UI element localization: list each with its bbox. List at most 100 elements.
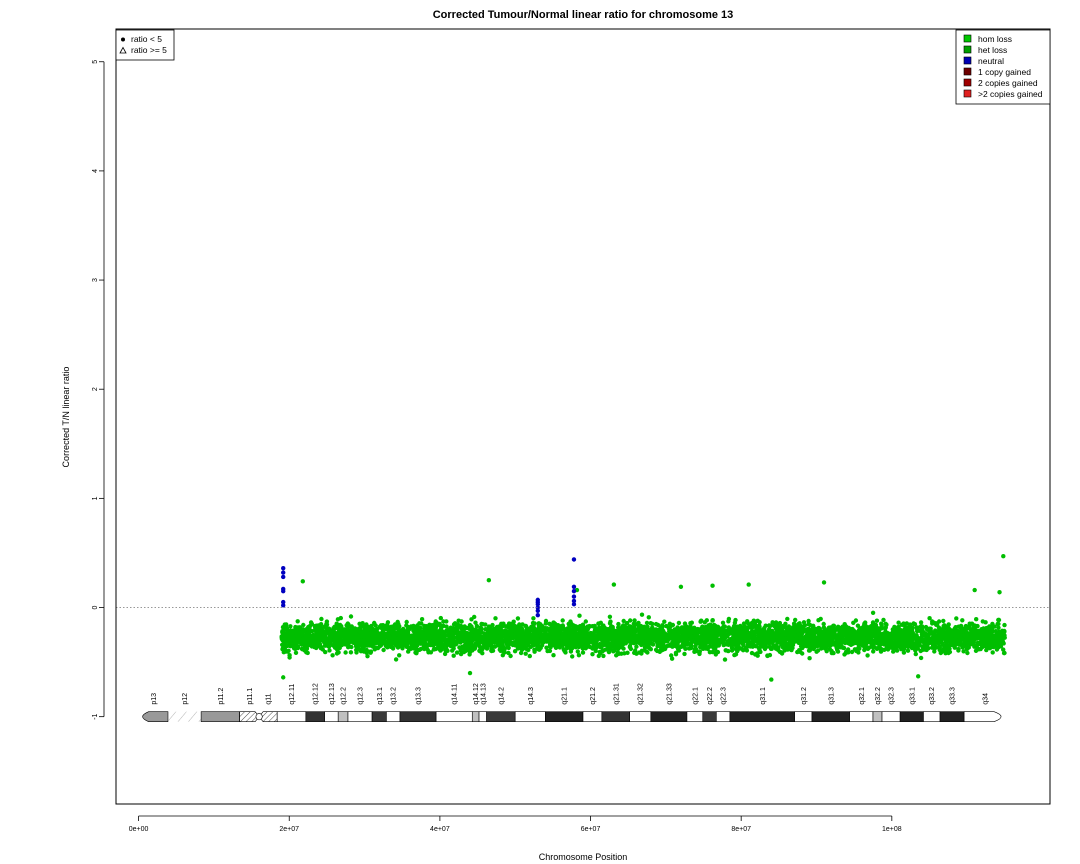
point-het-loss — [393, 657, 399, 662]
point-het-loss — [417, 641, 422, 646]
point-het-loss — [868, 640, 874, 646]
point-het-loss — [821, 625, 827, 630]
point-het-loss — [580, 650, 586, 655]
point-het-loss — [910, 638, 915, 643]
point-het-loss — [703, 644, 709, 649]
point-het-loss — [571, 626, 577, 631]
point-het-loss — [940, 641, 945, 646]
point-het-loss — [905, 636, 910, 641]
point-het-loss — [479, 626, 484, 631]
point-het-loss — [757, 620, 762, 625]
point-het-loss — [901, 646, 907, 652]
point-het-loss — [733, 617, 738, 623]
point-het-loss — [525, 626, 530, 632]
point-het-loss — [561, 626, 566, 631]
point-het-loss — [915, 640, 921, 645]
point-het-loss — [796, 640, 801, 645]
point-het-loss — [381, 647, 386, 653]
point-het-loss — [548, 645, 553, 650]
point-het-loss — [447, 633, 452, 638]
point-het-loss — [288, 624, 293, 629]
point-het-loss — [469, 624, 474, 629]
point-het-loss — [365, 642, 370, 648]
point-het-loss — [335, 646, 340, 652]
point-het-loss — [953, 625, 958, 630]
point-het-loss — [491, 627, 496, 632]
point-het-loss — [280, 631, 285, 636]
point-het-loss — [668, 624, 673, 630]
point-het-loss — [577, 613, 582, 618]
point-het-loss — [304, 650, 309, 655]
point-het-loss — [560, 618, 565, 623]
point-het-loss — [962, 633, 967, 638]
point-het-loss — [800, 625, 806, 630]
point-het-loss — [777, 620, 783, 626]
point-het-loss — [587, 631, 593, 636]
point-het-loss — [983, 644, 989, 649]
point-het-loss — [526, 647, 531, 653]
point-het-loss — [634, 644, 639, 649]
point-het-loss — [676, 631, 681, 637]
point-het-loss — [915, 629, 920, 634]
point-het-loss — [343, 650, 348, 655]
point-het-loss — [820, 645, 826, 650]
point-het-loss — [372, 634, 378, 640]
point-het-loss — [742, 625, 748, 630]
point-het-loss — [444, 624, 449, 629]
point-het-loss — [684, 624, 689, 629]
point-het-loss — [865, 653, 870, 658]
point-het-loss — [444, 647, 449, 652]
point-het-loss — [661, 643, 666, 648]
point-het-loss — [945, 638, 951, 644]
point-het-loss — [843, 640, 848, 646]
point-het-loss — [568, 641, 573, 647]
point-het-loss — [623, 626, 629, 632]
point-het-loss — [293, 646, 298, 651]
point-het-loss — [432, 641, 437, 646]
point-het-loss — [814, 649, 819, 654]
point-het-loss — [773, 620, 779, 625]
point-het-loss — [945, 631, 950, 636]
point-het-loss — [362, 633, 368, 639]
point-het-loss — [901, 650, 907, 655]
point-het-loss — [944, 624, 950, 630]
point-het-loss — [327, 648, 332, 653]
point-het-loss — [983, 620, 988, 625]
point-het-loss — [965, 650, 970, 656]
point-het-loss — [545, 638, 550, 644]
point-het-loss — [562, 647, 567, 652]
point-het-loss — [438, 615, 443, 621]
point-het-loss — [532, 649, 537, 654]
point-het-loss — [857, 642, 862, 647]
point-het-loss — [549, 639, 554, 644]
point-het-loss — [892, 628, 897, 633]
data-points — [279, 554, 1007, 682]
point-het-loss — [835, 649, 841, 654]
point-het-loss — [284, 622, 289, 627]
point-het-loss — [308, 641, 313, 646]
point-het-loss — [280, 642, 285, 647]
point-het-loss — [336, 642, 341, 647]
point-het-loss — [575, 649, 580, 654]
point-het-loss — [920, 647, 925, 653]
point-het-loss — [973, 643, 979, 649]
point-het-loss — [596, 621, 601, 626]
point-het-loss — [285, 649, 290, 654]
point-het-loss — [949, 642, 954, 648]
point-het-loss — [506, 621, 512, 626]
point-het-loss — [469, 617, 474, 622]
point-het-loss — [745, 621, 751, 626]
point-het-loss — [856, 627, 862, 633]
point-het-loss — [368, 649, 374, 654]
point-het-loss — [927, 616, 932, 621]
point-het-loss — [760, 643, 765, 649]
point-het-loss — [960, 645, 965, 650]
point-het-loss — [480, 622, 485, 627]
point-het-loss — [821, 621, 826, 627]
point-het-loss — [508, 653, 513, 659]
point-het-loss — [937, 644, 943, 650]
point-het-loss — [580, 622, 586, 627]
point-het-loss — [807, 656, 812, 661]
point-het-loss — [345, 638, 351, 643]
point-het-loss — [896, 620, 901, 625]
